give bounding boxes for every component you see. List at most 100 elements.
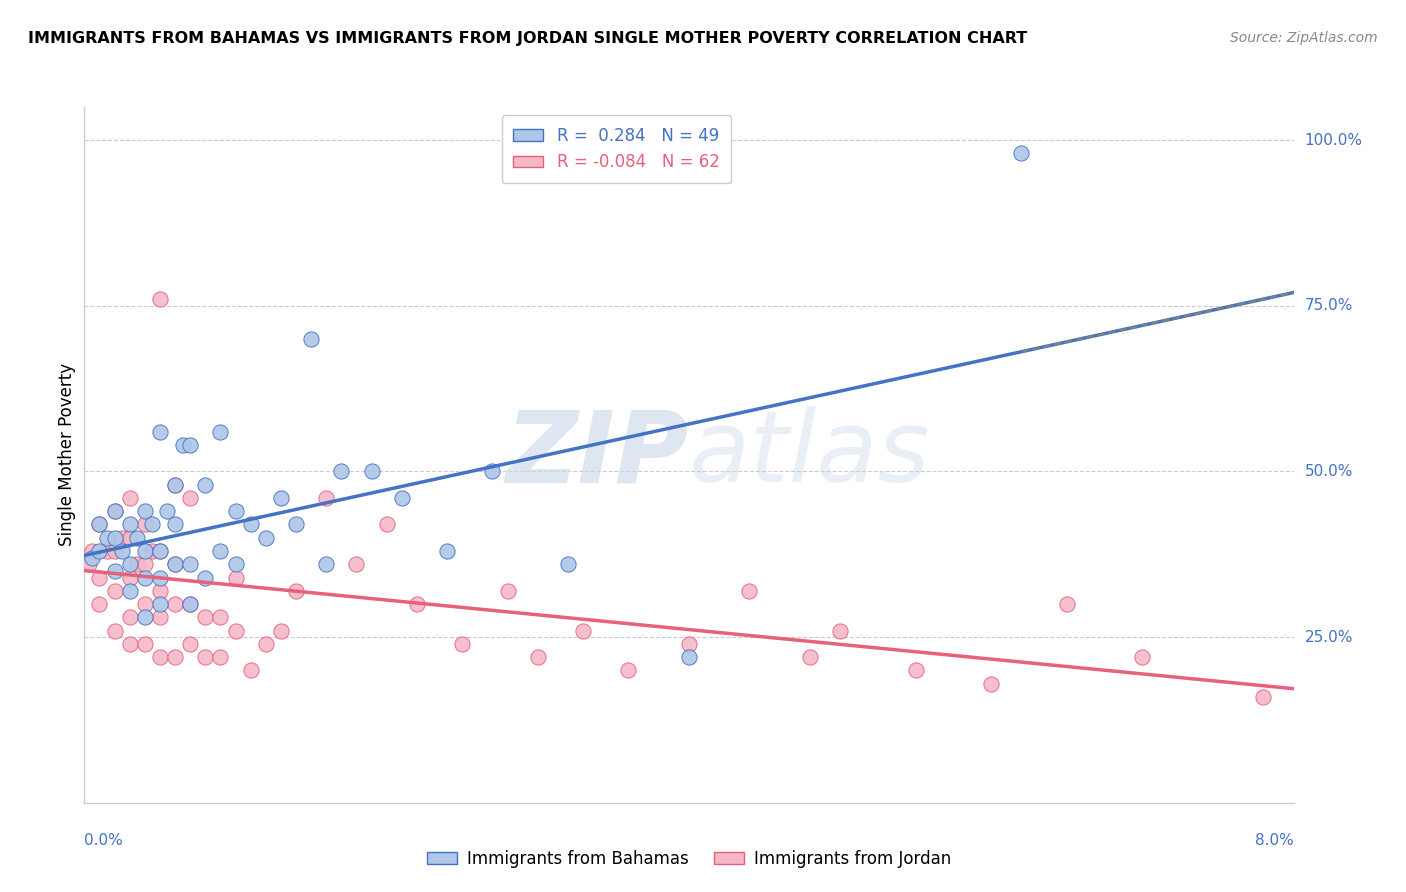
Point [134, 637, 156, 651]
Point [617, 663, 640, 677]
Text: 25.0%: 25.0% [1305, 630, 1353, 645]
Point [1253, 690, 1275, 704]
Point [209, 650, 232, 665]
Point [406, 597, 429, 611]
Point [134, 610, 156, 624]
Point [270, 624, 292, 638]
Point [156, 504, 179, 518]
Point [96, 531, 118, 545]
Point [149, 544, 172, 558]
Point [1056, 597, 1078, 611]
Text: 50.0%: 50.0% [1305, 464, 1353, 479]
Point [104, 531, 127, 545]
Point [799, 650, 821, 665]
Point [436, 544, 458, 558]
Point [346, 558, 368, 572]
Point [391, 491, 413, 505]
Point [104, 583, 127, 598]
Point [89, 544, 111, 558]
Point [104, 564, 127, 578]
Point [118, 637, 141, 651]
Point [127, 531, 149, 545]
Point [980, 676, 1002, 690]
Point [165, 477, 187, 491]
Point [270, 491, 292, 505]
Point [149, 570, 172, 584]
Point [118, 610, 141, 624]
Point [118, 570, 141, 584]
Point [141, 517, 163, 532]
Point [118, 517, 141, 532]
Point [149, 425, 172, 439]
Point [134, 504, 156, 518]
Point [194, 650, 217, 665]
Point [172, 438, 194, 452]
Text: ZIP: ZIP [506, 407, 689, 503]
Point [299, 332, 322, 346]
Point [179, 558, 201, 572]
Point [80, 544, 103, 558]
Point [165, 597, 187, 611]
Point [104, 504, 127, 518]
Point [149, 292, 172, 306]
Point [118, 558, 141, 572]
Point [375, 517, 398, 532]
Point [141, 544, 163, 558]
Point [127, 558, 149, 572]
Point [149, 610, 172, 624]
Point [1011, 146, 1033, 161]
Point [149, 650, 172, 665]
Point [830, 624, 852, 638]
Point [496, 583, 519, 598]
Point [149, 597, 172, 611]
Point [179, 597, 201, 611]
Point [481, 465, 503, 479]
Point [165, 517, 187, 532]
Point [179, 438, 201, 452]
Point [118, 583, 141, 598]
Point [451, 637, 474, 651]
Point [111, 531, 134, 545]
Text: 100.0%: 100.0% [1305, 133, 1362, 148]
Point [165, 477, 187, 491]
Point [194, 570, 217, 584]
Point [209, 544, 232, 558]
Point [89, 597, 111, 611]
Point [527, 650, 550, 665]
Point [315, 491, 337, 505]
Point [89, 570, 111, 584]
Point [80, 550, 103, 565]
Point [330, 465, 353, 479]
Point [118, 531, 141, 545]
Legend: Immigrants from Bahamas, Immigrants from Jordan: Immigrants from Bahamas, Immigrants from… [420, 843, 957, 874]
Point [225, 504, 247, 518]
Point [678, 637, 700, 651]
Y-axis label: Single Mother Poverty: Single Mother Poverty [58, 363, 76, 547]
Point [209, 425, 232, 439]
Point [118, 491, 141, 505]
Point [254, 531, 277, 545]
Point [572, 624, 595, 638]
Point [165, 650, 187, 665]
Point [239, 663, 262, 677]
Point [104, 624, 127, 638]
Point [104, 544, 127, 558]
Point [194, 477, 217, 491]
Point [77, 558, 100, 572]
Point [134, 517, 156, 532]
Point [179, 597, 201, 611]
Point [557, 558, 579, 572]
Text: 75.0%: 75.0% [1305, 298, 1353, 313]
Point [134, 570, 156, 584]
Point [315, 558, 337, 572]
Point [285, 583, 308, 598]
Point [134, 544, 156, 558]
Text: 8.0%: 8.0% [1254, 833, 1294, 848]
Point [209, 610, 232, 624]
Point [678, 650, 700, 665]
Point [111, 544, 134, 558]
Point [194, 610, 217, 624]
Point [134, 558, 156, 572]
Point [134, 597, 156, 611]
Point [179, 491, 201, 505]
